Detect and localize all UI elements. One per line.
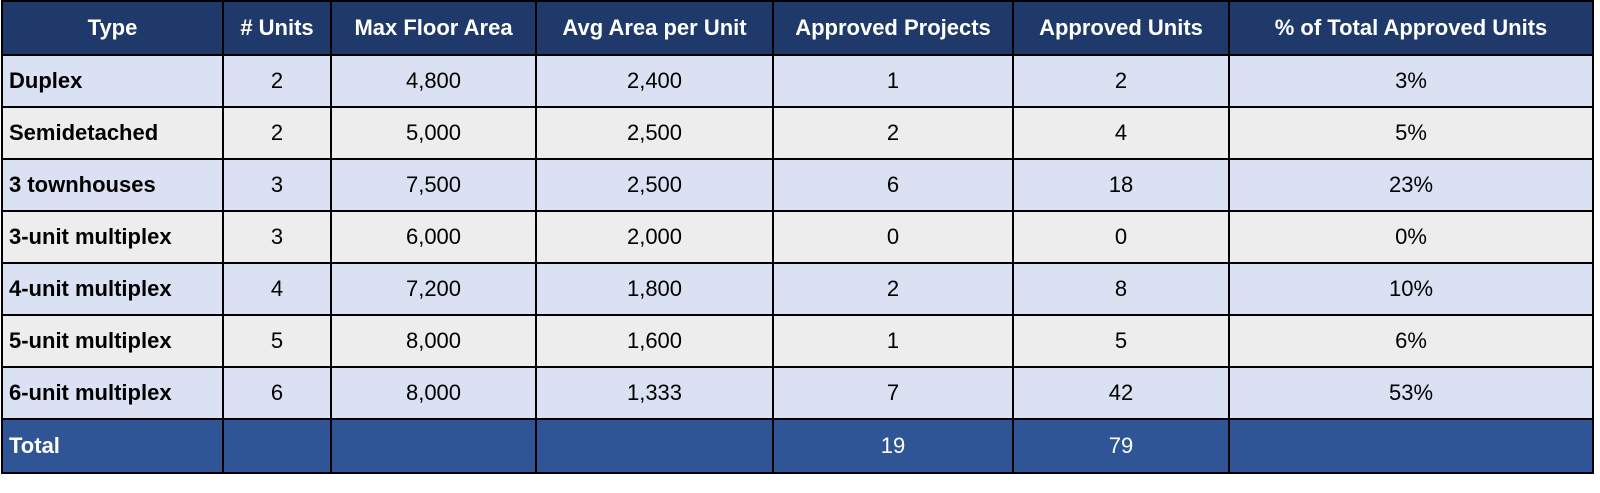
cell-percent: 3% <box>1228 54 1594 108</box>
cell-avg-area: 1,600 <box>535 314 774 368</box>
cell-approved-projects: 2 <box>772 106 1014 160</box>
table-row: 5-unit multiplex 5 8,000 1,600 1 5 6% <box>1 314 1594 368</box>
cell-units: 4 <box>222 262 332 316</box>
header-row: Type # Units Max Floor Area Avg Area per… <box>1 0 1594 56</box>
total-label: Total <box>1 418 224 474</box>
cell-units: 6 <box>222 366 332 420</box>
cell-percent: 23% <box>1228 158 1594 212</box>
cell-max-floor-area: 4,800 <box>330 54 537 108</box>
cell-approved-projects: 1 <box>772 54 1014 108</box>
header-units: # Units <box>222 0 332 56</box>
cell-percent: 10% <box>1228 262 1594 316</box>
cell-approved-projects: 7 <box>772 366 1014 420</box>
total-max-floor-area <box>330 418 537 474</box>
cell-type: 4-unit multiplex <box>1 262 224 316</box>
cell-units: 5 <box>222 314 332 368</box>
header-approved-projects: Approved Projects <box>772 0 1014 56</box>
cell-approved-units: 8 <box>1012 262 1230 316</box>
cell-approved-projects: 2 <box>772 262 1014 316</box>
total-units <box>222 418 332 474</box>
cell-max-floor-area: 5,000 <box>330 106 537 160</box>
cell-avg-area: 1,800 <box>535 262 774 316</box>
cell-units: 2 <box>222 54 332 108</box>
table-row: 6-unit multiplex 6 8,000 1,333 7 42 53% <box>1 366 1594 420</box>
cell-type: 5-unit multiplex <box>1 314 224 368</box>
cell-type: Semidetached <box>1 106 224 160</box>
cell-approved-projects: 0 <box>772 210 1014 264</box>
cell-avg-area: 2,400 <box>535 54 774 108</box>
cell-percent: 5% <box>1228 106 1594 160</box>
cell-percent: 6% <box>1228 314 1594 368</box>
cell-percent: 53% <box>1228 366 1594 420</box>
cell-type: 3-unit multiplex <box>1 210 224 264</box>
cell-max-floor-area: 6,000 <box>330 210 537 264</box>
header-approved-units: Approved Units <box>1012 0 1230 56</box>
cell-avg-area: 2,500 <box>535 106 774 160</box>
total-row: Total 19 79 <box>1 418 1594 474</box>
header-max-floor-area: Max Floor Area <box>330 0 537 56</box>
cell-approved-units: 4 <box>1012 106 1230 160</box>
total-approved-units: 79 <box>1012 418 1230 474</box>
table-row: 3 townhouses 3 7,500 2,500 6 18 23% <box>1 158 1594 212</box>
table-row: 3-unit multiplex 3 6,000 2,000 0 0 0% <box>1 210 1594 264</box>
cell-max-floor-area: 7,500 <box>330 158 537 212</box>
cell-approved-units: 18 <box>1012 158 1230 212</box>
header-percent-total: % of Total Approved Units <box>1228 0 1594 56</box>
table-row: Semidetached 2 5,000 2,500 2 4 5% <box>1 106 1594 160</box>
cell-avg-area: 2,000 <box>535 210 774 264</box>
header-avg-area-per-unit: Avg Area per Unit <box>535 0 774 56</box>
cell-percent: 0% <box>1228 210 1594 264</box>
total-approved-projects: 19 <box>772 418 1014 474</box>
cell-avg-area: 1,333 <box>535 366 774 420</box>
approved-units-table: Type # Units Max Floor Area Avg Area per… <box>1 0 1594 474</box>
cell-approved-units: 2 <box>1012 54 1230 108</box>
cell-approved-projects: 6 <box>772 158 1014 212</box>
cell-units: 2 <box>222 106 332 160</box>
cell-approved-projects: 1 <box>772 314 1014 368</box>
cell-type: Duplex <box>1 54 224 108</box>
cell-approved-units: 0 <box>1012 210 1230 264</box>
table-row: Duplex 2 4,800 2,400 1 2 3% <box>1 54 1594 108</box>
cell-units: 3 <box>222 158 332 212</box>
cell-approved-units: 42 <box>1012 366 1230 420</box>
table-row: 4-unit multiplex 4 7,200 1,800 2 8 10% <box>1 262 1594 316</box>
cell-max-floor-area: 8,000 <box>330 366 537 420</box>
total-avg-area <box>535 418 774 474</box>
cell-type: 3 townhouses <box>1 158 224 212</box>
total-percent <box>1228 418 1594 474</box>
cell-units: 3 <box>222 210 332 264</box>
cell-max-floor-area: 7,200 <box>330 262 537 316</box>
cell-avg-area: 2,500 <box>535 158 774 212</box>
cell-max-floor-area: 8,000 <box>330 314 537 368</box>
cell-approved-units: 5 <box>1012 314 1230 368</box>
header-type: Type <box>1 0 224 56</box>
cell-type: 6-unit multiplex <box>1 366 224 420</box>
